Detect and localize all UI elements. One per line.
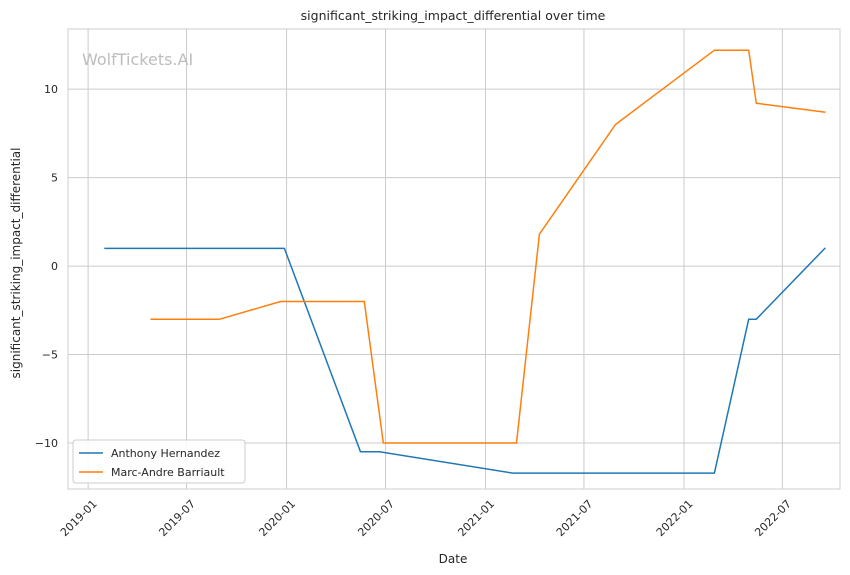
x-axis-label: Date [439, 552, 468, 566]
series-lines [104, 49, 826, 474]
legend-label: Marc-Andre Barriault [111, 466, 225, 479]
y-axis-label: significant_striking_impact_differential [9, 148, 23, 379]
legend-label: Anthony Hernandez [111, 447, 220, 460]
watermark-text: WolfTickets.AI [82, 50, 193, 69]
plot-frame [67, 28, 841, 490]
y-tick-label: −10 [35, 437, 58, 450]
y-tick-label: −5 [42, 349, 58, 362]
grid [68, 29, 840, 489]
y-tick-label: 5 [51, 172, 58, 185]
legend: Anthony Hernandez Marc-Andre Barriault [72, 439, 246, 484]
legend-box [72, 439, 246, 484]
y-tick-label: 0 [51, 260, 58, 273]
y-tick-label: 10 [44, 83, 58, 96]
series-line-0 [104, 247, 826, 474]
series-line-1 [150, 49, 826, 444]
chart-title: significant_striking_impact_differential… [301, 8, 606, 23]
